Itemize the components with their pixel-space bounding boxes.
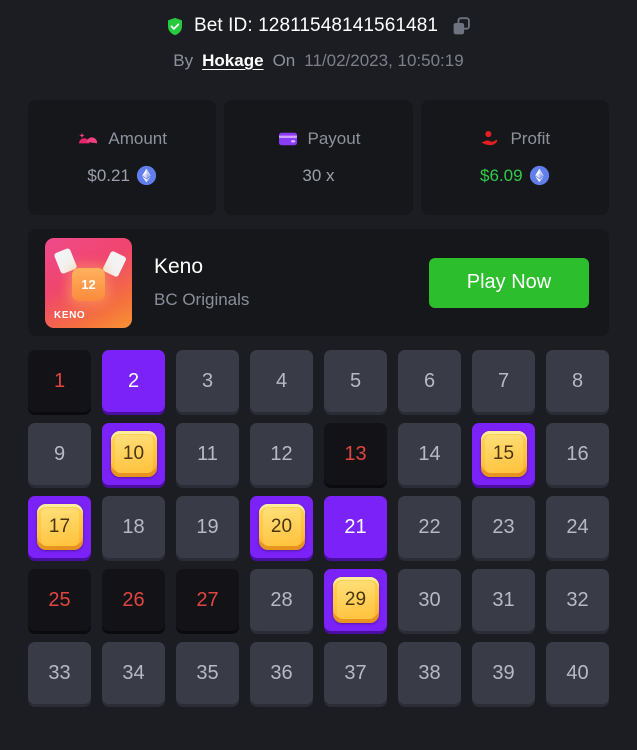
keno-tile[interactable]: 14	[398, 423, 461, 485]
keno-tile[interactable]: 32	[546, 569, 609, 631]
gem-icon: 10	[110, 431, 157, 477]
keno-tile[interactable]: 37	[324, 642, 387, 704]
gem-icon: 20	[258, 504, 305, 550]
hand-coin-icon	[481, 130, 498, 145]
on-label: On	[272, 51, 296, 70]
keno-tile[interactable]: 28	[250, 569, 313, 631]
stat-amount-head: Amount	[77, 128, 167, 150]
keno-tile[interactable]: 34	[102, 642, 165, 704]
keno-tile[interactable]: 9	[28, 423, 91, 485]
stats-row: Amount $0.21	[28, 100, 609, 215]
gem-icon: 17	[36, 504, 83, 550]
keno-grid: 1 2 3 4 5 6 7 8 9 10 11 12 13 14 15 16 17 18 19 20 21 22 23 24 2…	[28, 350, 609, 704]
game-provider: BC Originals	[154, 290, 250, 309]
game-title: Keno	[154, 255, 204, 278]
stat-amount-label: Amount	[108, 128, 167, 148]
keno-tile[interactable]: 19	[176, 496, 239, 558]
keno-tile-number: 20	[270, 516, 293, 537]
keno-tile[interactable]: 36	[250, 642, 313, 704]
stat-card-payout: Payout 30 x	[224, 100, 413, 215]
keno-tile-number: 17	[48, 516, 71, 537]
stat-payout-head: Payout	[277, 128, 361, 150]
stat-payout-value: 30 x	[302, 165, 335, 185]
keno-tile[interactable]: 1	[28, 350, 91, 412]
thumb-card-right	[102, 249, 127, 278]
keno-tile-number: 15	[492, 443, 515, 464]
bet-id-text: Bet ID: 12811548141561481	[193, 15, 439, 36]
keno-tile-number: 29	[344, 589, 367, 610]
stat-card-profit: Profit $6.09	[420, 100, 609, 215]
bet-datetime: 11/02/2023, 10:50:19	[304, 51, 464, 70]
keno-tile[interactable]: 16	[546, 423, 609, 485]
copy-icon[interactable]	[451, 16, 472, 37]
keno-tile[interactable]: 5	[324, 350, 387, 412]
keno-tile[interactable]: 29	[324, 569, 387, 631]
stat-profit-value-row: $6.09	[480, 164, 550, 188]
username-link[interactable]: Hokage	[202, 51, 264, 70]
chips-icon	[79, 132, 98, 143]
keno-tile[interactable]: 6	[398, 350, 461, 412]
keno-tile[interactable]: 35	[176, 642, 239, 704]
keno-tile[interactable]: 2	[102, 350, 165, 412]
keno-tile[interactable]: 8	[546, 350, 609, 412]
game-meta: Keno BC Originals	[154, 255, 249, 310]
keno-tile[interactable]: 7	[472, 350, 535, 412]
eth-icon	[136, 165, 157, 186]
keno-tile[interactable]: 15	[472, 423, 535, 485]
by-label: By	[173, 51, 194, 70]
keno-tile[interactable]: 3	[176, 350, 239, 412]
gem-icon: 29	[332, 577, 379, 623]
stat-profit-head: Profit	[479, 128, 550, 150]
stat-profit-value: $6.09	[480, 165, 523, 185]
stat-amount-value-row: $0.21	[87, 164, 157, 188]
card-icon	[278, 132, 297, 145]
keno-tile[interactable]: 20	[250, 496, 313, 558]
keno-tile[interactable]: 10	[102, 423, 165, 485]
keno-tile[interactable]: 4	[250, 350, 313, 412]
keno-tile[interactable]: 33	[28, 642, 91, 704]
stat-profit-label: Profit	[510, 128, 551, 148]
eth-icon	[529, 165, 549, 186]
keno-tile[interactable]: 39	[472, 642, 535, 704]
stat-payout-value-row: 30 x	[302, 164, 334, 188]
play-now-button[interactable]: Play Now	[429, 257, 589, 308]
thumb-game-name: KENO	[54, 309, 86, 321]
keno-tile[interactable]: 30	[398, 569, 461, 631]
stat-payout-label: Payout	[307, 128, 361, 148]
keno-tile[interactable]: 26	[102, 569, 165, 631]
keno-tile[interactable]: 31	[472, 569, 535, 631]
keno-tile[interactable]: 40	[546, 642, 609, 704]
keno-tile[interactable]: 23	[472, 496, 535, 558]
keno-tile[interactable]: 11	[176, 423, 239, 485]
keno-tile[interactable]: 13	[324, 423, 387, 485]
keno-tile[interactable]: 17	[28, 496, 91, 558]
game-card: 12 KENO Keno BC Originals Play Now	[28, 229, 609, 336]
stat-card-amount: Amount $0.21	[28, 100, 217, 215]
keno-thumbnail[interactable]: 12 KENO	[45, 237, 132, 328]
keno-tile[interactable]: 12	[250, 423, 313, 485]
keno-tile[interactable]: 27	[176, 569, 239, 631]
keno-tile[interactable]: 25	[28, 569, 91, 631]
byline-row: By Hokage On 11/02/2023, 10:50:19	[0, 46, 637, 76]
keno-tile[interactable]: 18	[102, 496, 165, 558]
stat-amount-value: $0.21	[87, 165, 130, 185]
verified-shield-icon	[167, 17, 182, 35]
gem-icon: 15	[480, 431, 527, 477]
keno-tile[interactable]: 22	[398, 496, 461, 558]
keno-tile[interactable]: 21	[324, 496, 387, 558]
bet-id-row: Bet ID: 12811548141561481	[0, 10, 637, 42]
keno-tile[interactable]: 38	[398, 642, 461, 704]
keno-tile-number: 10	[122, 443, 145, 464]
thumb-number-tile: 12	[72, 267, 105, 301]
keno-tile[interactable]: 24	[546, 496, 609, 558]
bet-header: Bet ID: 12811548141561481 By Hokage On 1…	[0, 0, 637, 76]
